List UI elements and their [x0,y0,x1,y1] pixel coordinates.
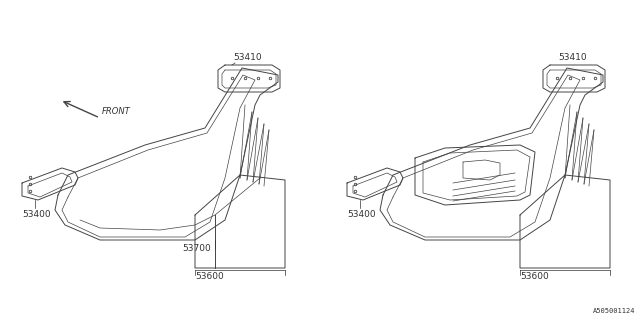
Text: 53410: 53410 [233,52,262,61]
Text: 53600: 53600 [196,272,225,281]
Text: 53700: 53700 [182,244,211,252]
Text: 53600: 53600 [520,272,549,281]
Text: FRONT: FRONT [102,107,131,116]
Text: 53400: 53400 [347,210,376,219]
Text: A505001124: A505001124 [593,308,635,314]
Text: 53400: 53400 [22,210,51,219]
Text: 53410: 53410 [558,52,587,61]
